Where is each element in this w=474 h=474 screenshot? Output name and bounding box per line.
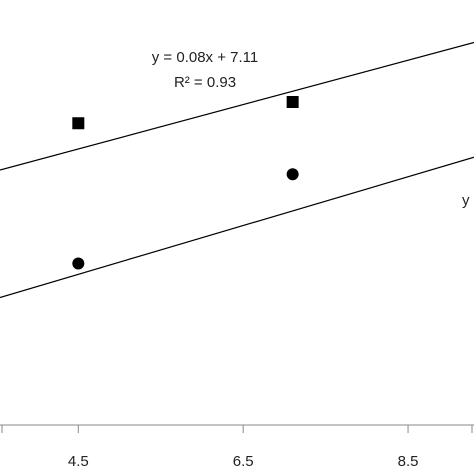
data-markers	[72, 96, 299, 270]
data-point-square	[72, 117, 85, 130]
x-tick-label: 8.5	[398, 453, 419, 470]
data-point-circle	[72, 257, 85, 270]
trendline-square-series	[0, 41, 474, 171]
data-point-circle	[286, 168, 299, 181]
trendline-circle-series	[0, 156, 474, 299]
data-point-square	[286, 96, 299, 108]
trendline-equation-fragment: y	[462, 192, 470, 209]
r-squared-label: R² = 0.93	[174, 74, 236, 91]
x-axis-ticks: 4.5 6.5 8.5	[1, 425, 473, 470]
x-tick-label: 6.5	[233, 453, 254, 470]
x-tick-label: 4.5	[68, 453, 89, 470]
trendlines	[0, 41, 474, 299]
trendline-equation-label: y = 0.08x + 7.11	[152, 49, 258, 66]
